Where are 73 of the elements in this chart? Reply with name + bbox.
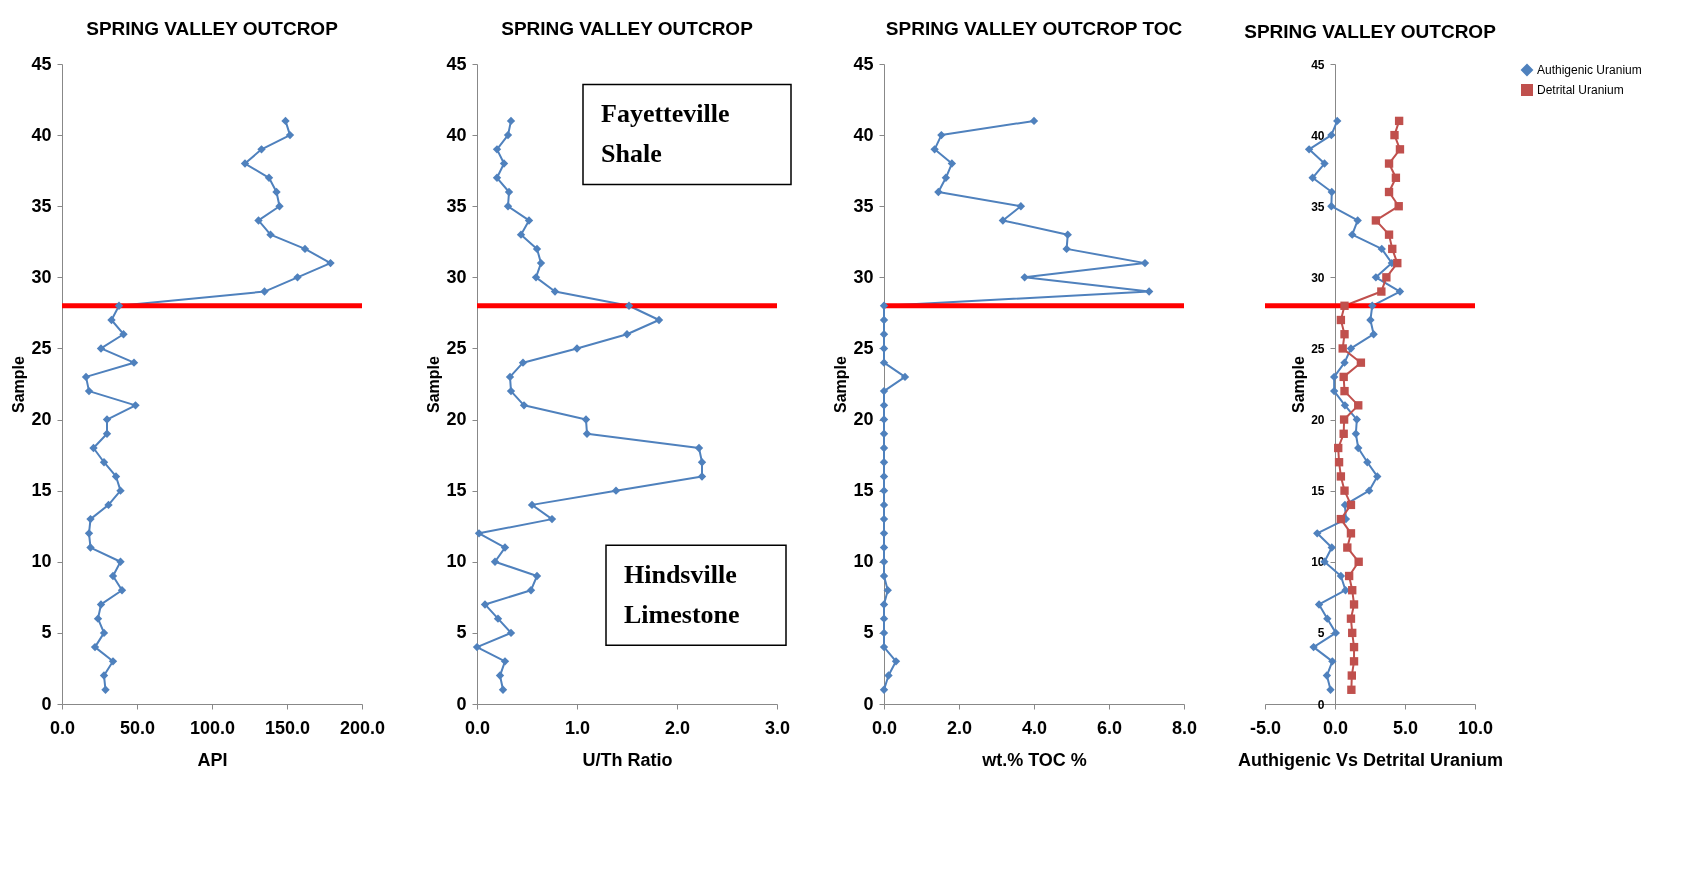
y-tick-label: 15 bbox=[1311, 484, 1325, 499]
y-tick-label: 5 bbox=[456, 622, 467, 643]
y-tick-label: 20 bbox=[31, 409, 52, 430]
x-tick-label: 5.0 bbox=[1392, 717, 1419, 738]
x-axis-title: Authigenic Vs Detrital Uranium bbox=[1237, 749, 1504, 770]
x-axis-title: API bbox=[197, 749, 228, 770]
y-tick-label: 45 bbox=[446, 53, 467, 74]
y-tick-label: 20 bbox=[1311, 413, 1325, 428]
y-tick-label: 40 bbox=[853, 124, 874, 145]
x-tick-label: 150.0 bbox=[264, 717, 311, 738]
y-tick-label: 40 bbox=[446, 124, 467, 145]
y-axis-title: Sample bbox=[1290, 355, 1308, 413]
y-tick-label: 30 bbox=[446, 266, 467, 287]
y-tick-label: 20 bbox=[446, 409, 467, 430]
x-tick-label: -5.0 bbox=[1249, 717, 1282, 738]
y-tick-label: 15 bbox=[446, 480, 467, 501]
x-tick-label: 2.0 bbox=[664, 717, 691, 738]
y-tick-label: 0 bbox=[456, 693, 467, 714]
y-tick-label: 25 bbox=[446, 337, 467, 358]
x-tick-label: 0.0 bbox=[1322, 717, 1349, 738]
y-tick-label: 45 bbox=[853, 53, 874, 74]
y-tick-label: 45 bbox=[31, 53, 52, 74]
x-tick-label: 1.0 bbox=[564, 717, 591, 738]
y-axis-title: Sample bbox=[832, 355, 850, 413]
y-tick-label: 5 bbox=[41, 622, 52, 643]
y-tick-label: 30 bbox=[1311, 270, 1325, 285]
y-tick-label: 35 bbox=[1311, 199, 1325, 214]
x-tick-label: 8.0 bbox=[1171, 717, 1198, 738]
annotation: Hindsville Limestone bbox=[624, 560, 740, 630]
x-tick-label: 2.0 bbox=[946, 717, 973, 738]
x-tick-label: 200.0 bbox=[339, 717, 386, 738]
y-tick-label: 20 bbox=[853, 409, 874, 430]
x-tick-label: 0.0 bbox=[871, 717, 898, 738]
y-axis-title: Sample bbox=[425, 355, 443, 413]
x-tick-label: 3.0 bbox=[764, 717, 791, 738]
legend-label: Authigenic Uranium bbox=[1537, 63, 1642, 77]
x-tick-label: 4.0 bbox=[1021, 717, 1048, 738]
x-tick-label: 50.0 bbox=[119, 717, 156, 738]
y-tick-label: 30 bbox=[31, 266, 52, 287]
y-tick-label: 5 bbox=[1317, 626, 1325, 641]
x-axis-title: wt.% TOC % bbox=[981, 749, 1087, 770]
y-tick-label: 30 bbox=[853, 266, 874, 287]
y-axis-title: Sample bbox=[10, 355, 28, 413]
y-tick-label: 10 bbox=[446, 551, 467, 572]
y-tick-label: 35 bbox=[446, 195, 467, 216]
y-tick-label: 25 bbox=[31, 337, 52, 358]
y-tick-label: 40 bbox=[1311, 128, 1325, 143]
chart-title: SPRING VALLEY OUTCROP bbox=[1244, 21, 1497, 42]
chart-title: SPRING VALLEY OUTCROP bbox=[86, 18, 339, 39]
y-tick-label: 35 bbox=[31, 195, 52, 216]
x-tick-label: 0.0 bbox=[49, 717, 76, 738]
y-tick-label: 10 bbox=[853, 551, 874, 572]
y-tick-label: 5 bbox=[863, 622, 874, 643]
y-tick-label: 25 bbox=[1311, 341, 1325, 356]
y-tick-label: 0 bbox=[863, 693, 874, 714]
x-tick-label: 100.0 bbox=[189, 717, 236, 738]
y-tick-label: 15 bbox=[31, 480, 52, 501]
y-tick-label: 40 bbox=[31, 124, 52, 145]
x-axis-title: U/Th Ratio bbox=[582, 749, 673, 770]
x-tick-label: 0.0 bbox=[464, 717, 491, 738]
y-tick-label: 15 bbox=[853, 480, 874, 501]
legend-label: Detrital Uranium bbox=[1537, 83, 1624, 97]
y-tick-label: 45 bbox=[1311, 57, 1325, 72]
y-tick-label: 10 bbox=[31, 551, 52, 572]
y-tick-label: 25 bbox=[853, 337, 874, 358]
y-tick-label: 0 bbox=[1317, 697, 1325, 712]
y-tick-label: 0 bbox=[41, 693, 52, 714]
x-tick-label: 10.0 bbox=[1457, 717, 1494, 738]
chart-title: SPRING VALLEY OUTCROP bbox=[501, 18, 754, 39]
x-tick-label: 6.0 bbox=[1096, 717, 1123, 738]
annotation: Fayetteville Shale bbox=[601, 99, 730, 169]
y-tick-label: 35 bbox=[853, 195, 874, 216]
chart-title: SPRING VALLEY OUTCROP TOC bbox=[885, 18, 1183, 39]
